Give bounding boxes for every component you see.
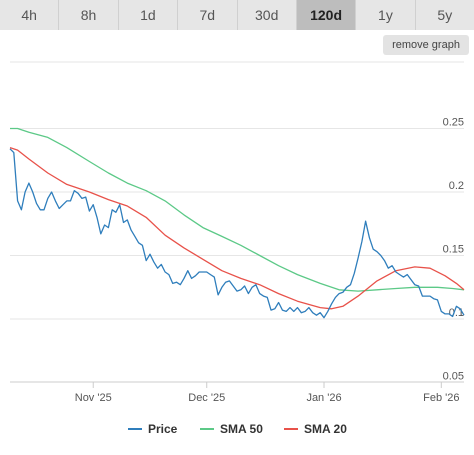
y-tick-label: 0.15 <box>443 244 464 256</box>
tab-8h[interactable]: 8h <box>59 0 119 30</box>
series-line-sma-20 <box>9 146 465 310</box>
tab-5y[interactable]: 5y <box>437 7 453 23</box>
series-lines <box>9 127 465 319</box>
tab-1y[interactable]: 1y <box>356 0 416 30</box>
tab-4h[interactable]: 4h <box>0 0 60 30</box>
x-tick-label: Nov '25 <box>75 392 112 404</box>
tab-7d[interactable]: 7d <box>178 0 238 30</box>
y-tick-label: 0.05 <box>443 371 464 383</box>
legend-item-price[interactable]: Price <box>128 422 178 436</box>
x-tick-label: Dec '25 <box>188 392 225 404</box>
grid-lines <box>10 61 464 383</box>
tab-30d[interactable]: 30d <box>238 0 297 30</box>
x-tick-label: Jan '26 <box>306 392 341 404</box>
legend-label: SMA 20 <box>304 422 347 436</box>
x-tick-label: Feb '26 <box>423 392 459 404</box>
y-tick-label: 0.2 <box>449 180 464 192</box>
y-axis-ticks: 0.25 0.2 0.15 0.1 0.05 <box>443 117 464 383</box>
legend-label: SMA 50 <box>220 422 263 436</box>
remove-graph-button[interactable]: remove graph <box>383 35 469 55</box>
legend: Price SMA 50 SMA 20 <box>128 422 347 436</box>
y-tick-label: 0.25 <box>443 117 464 129</box>
tab-120d[interactable]: 120d <box>296 0 357 30</box>
range-tabs: 4h 8h 1d 7d 30d 120d 1y 5y <box>0 0 474 30</box>
legend-label: Price <box>148 422 178 436</box>
y-tick-label: 0.1 <box>449 307 464 319</box>
x-axis-ticks: Nov '25 Dec '25 Jan '26 Feb '26 <box>75 382 459 404</box>
tab-1d[interactable]: 1d <box>119 0 179 30</box>
legend-item-sma-50[interactable]: SMA 50 <box>200 422 263 436</box>
series-line-sma-50 <box>10 127 465 292</box>
legend-item-sma-20[interactable]: SMA 20 <box>284 422 347 436</box>
series-line-price <box>9 148 465 319</box>
